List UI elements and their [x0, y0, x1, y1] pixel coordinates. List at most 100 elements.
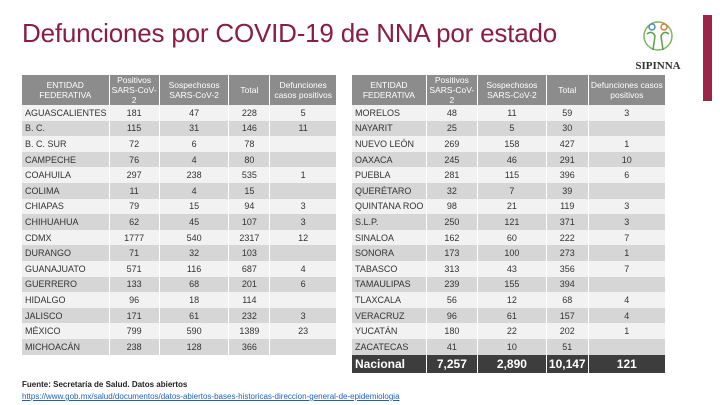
- cell-entity: COAHUILA: [22, 167, 110, 183]
- cell-suspects: 115: [477, 167, 547, 183]
- cell-positives: 76: [109, 151, 160, 168]
- cell-total: 232: [228, 307, 271, 324]
- table-row: SONORA 173 100 273 1: [352, 245, 667, 261]
- sipinna-logo: SIPINNA: [628, 18, 688, 72]
- cell-total: 1389: [228, 323, 271, 339]
- cell-suspects: 68: [159, 276, 230, 293]
- cell-entity: TABASCO: [352, 260, 427, 277]
- cell-positives: 96: [426, 307, 478, 324]
- table-row: MÉXICO 799 590 1389 23: [22, 323, 337, 339]
- cell-entity: OAXACA: [352, 151, 427, 168]
- cell-total: 119: [546, 198, 589, 215]
- cell-total: 94: [228, 198, 271, 215]
- national-total: 10,147: [546, 354, 589, 373]
- cell-positives: 62: [109, 214, 160, 230]
- cell-total: 157: [546, 307, 589, 324]
- cell-deaths: 12: [269, 229, 337, 246]
- cell-deaths: 6: [269, 276, 337, 293]
- header-total: Total: [546, 75, 589, 105]
- table-row: CDMX 1777 540 2317 12: [22, 229, 337, 246]
- cell-total: 114: [228, 292, 271, 308]
- cell-suspects: 45: [159, 214, 230, 230]
- cell-deaths: 4: [588, 292, 667, 308]
- cell-deaths: [588, 338, 667, 355]
- header-deaths: Defunciones casos positivos: [269, 75, 337, 105]
- cell-positives: 32: [426, 182, 478, 199]
- cell-entity: NAYARIT: [352, 120, 427, 137]
- cell-positives: 238: [109, 338, 160, 355]
- cell-total: 2317: [228, 229, 271, 246]
- cell-suspects: 21: [477, 198, 547, 215]
- cell-suspects: 158: [477, 136, 547, 152]
- cell-deaths: 3: [588, 214, 667, 230]
- cell-suspects: 540: [159, 229, 230, 246]
- cell-suspects: 18: [159, 292, 230, 308]
- table-row: NUEVO LEÓN 269 158 427 1: [352, 136, 667, 152]
- header-suspects: Sospechosos SARS-CoV-2: [159, 75, 230, 105]
- table-row: SINALOA 162 60 222 7: [352, 229, 667, 246]
- cell-total: 78: [228, 136, 271, 152]
- cell-total: 356: [546, 260, 589, 277]
- cell-positives: 181: [109, 105, 160, 121]
- table-row: TLAXCALA 56 12 68 4: [352, 292, 667, 308]
- cell-deaths: 4: [588, 307, 667, 324]
- table-row: PUEBLA 281 115 396 6: [352, 167, 667, 183]
- cell-deaths: [269, 151, 337, 168]
- cell-deaths: 7: [588, 260, 667, 277]
- cell-suspects: 6: [159, 136, 230, 152]
- cell-suspects: 4: [159, 182, 230, 199]
- cell-suspects: 590: [159, 323, 230, 339]
- table-row: COAHUILA 297 238 535 1: [22, 167, 337, 183]
- cell-entity: VERACRUZ: [352, 307, 427, 324]
- national-positives: 7,257: [426, 354, 478, 373]
- cell-entity: TLAXCALA: [352, 292, 427, 308]
- cell-deaths: 1: [269, 167, 337, 183]
- cell-positives: 48: [426, 105, 478, 121]
- header-suspects: Sospechosos SARS-CoV-2: [477, 75, 547, 105]
- table-row: YUCATÁN 180 22 202 1: [352, 323, 667, 339]
- table-row: COLIMA 11 4 15: [22, 182, 337, 199]
- table-row: QUERÉTARO 32 7 39: [352, 182, 667, 199]
- cell-deaths: 3: [588, 198, 667, 215]
- cell-suspects: 155: [477, 276, 547, 293]
- cell-entity: MORELOS: [352, 105, 427, 121]
- cell-deaths: 6: [588, 167, 667, 183]
- table-row: DURANGO 71 32 103: [22, 245, 337, 261]
- cell-deaths: 1: [588, 245, 667, 261]
- cell-suspects: 46: [477, 151, 547, 168]
- cell-entity: NUEVO LEÓN: [352, 136, 427, 152]
- source-link[interactable]: https://www.gob.mx/salud/documentos/dato…: [22, 392, 400, 401]
- cell-deaths: 7: [588, 229, 667, 246]
- header-entity: ENTIDAD FEDERATIVA: [352, 75, 427, 105]
- cell-positives: 71: [109, 245, 160, 261]
- table-row: CHIHUAHUA 62 45 107 3: [22, 214, 337, 230]
- cell-suspects: 31: [159, 120, 230, 137]
- national-entity: Nacional: [352, 354, 427, 373]
- cell-total: 15: [228, 182, 271, 199]
- cell-positives: 245: [426, 151, 478, 168]
- cell-total: 366: [228, 338, 271, 355]
- cell-positives: 269: [426, 136, 478, 152]
- cell-entity: AGUASCALIENTES: [22, 105, 110, 121]
- table-row: VERACRUZ 96 61 157 4: [352, 307, 667, 324]
- cell-total: 222: [546, 229, 589, 246]
- logo-name: SIPINNA: [635, 60, 681, 72]
- cell-positives: 297: [109, 167, 160, 183]
- cell-total: 687: [228, 260, 271, 277]
- states-table-left: ENTIDAD FEDERATIVA Positivos SARS-CoV-2 So…: [22, 75, 337, 355]
- cell-suspects: 47: [159, 105, 230, 121]
- cell-entity: GUERRERO: [22, 276, 110, 293]
- cell-total: 535: [228, 167, 271, 183]
- cell-total: 228: [228, 105, 271, 121]
- cell-entity: B. C.: [22, 120, 110, 137]
- accent-bar: [703, 15, 712, 101]
- header-entity: ENTIDAD FEDERATIVA: [22, 75, 110, 105]
- cell-deaths: 10: [588, 151, 667, 168]
- cell-total: 80: [228, 151, 271, 168]
- cell-entity: S.L.P.: [352, 214, 427, 230]
- cell-deaths: 3: [588, 105, 667, 121]
- cell-entity: QUERÉTARO: [352, 182, 427, 199]
- cell-suspects: 10: [477, 338, 547, 355]
- header-total: Total: [228, 75, 271, 105]
- cell-total: 291: [546, 151, 589, 168]
